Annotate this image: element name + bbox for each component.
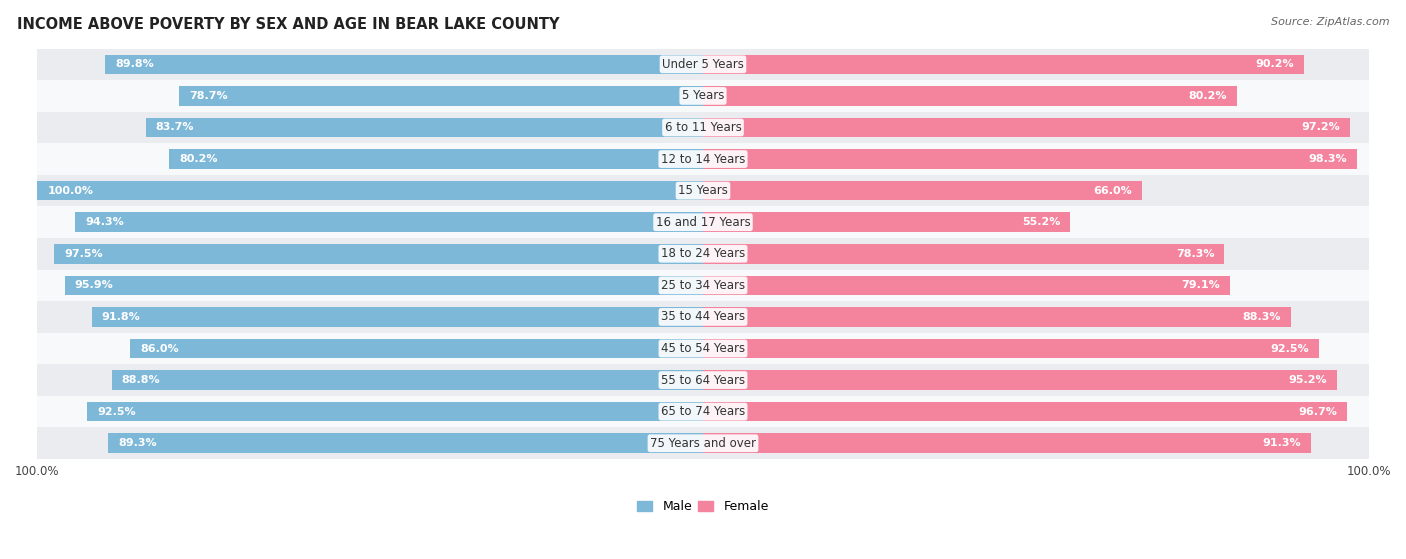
Text: 89.8%: 89.8% <box>115 59 153 69</box>
Text: 94.3%: 94.3% <box>86 217 124 227</box>
Legend: Male, Female: Male, Female <box>633 495 773 518</box>
Bar <box>703 307 1291 326</box>
Bar <box>37 269 1369 301</box>
Text: 66.0%: 66.0% <box>1094 186 1132 196</box>
Bar <box>703 244 1225 264</box>
Bar <box>37 80 1369 112</box>
Bar <box>703 55 1303 74</box>
Text: 83.7%: 83.7% <box>156 122 194 132</box>
Bar <box>108 433 703 453</box>
Bar <box>87 402 703 421</box>
Bar <box>703 212 1070 232</box>
Text: 86.0%: 86.0% <box>141 344 179 353</box>
Bar <box>703 181 1143 201</box>
Bar <box>703 118 1350 138</box>
Bar <box>112 370 703 390</box>
Text: 15 Years: 15 Years <box>678 184 728 197</box>
Text: 5 Years: 5 Years <box>682 89 724 102</box>
Text: 45 to 54 Years: 45 to 54 Years <box>661 342 745 355</box>
Bar <box>146 118 703 138</box>
Text: 100.0%: 100.0% <box>1347 465 1391 479</box>
Bar <box>703 402 1347 421</box>
Text: 96.7%: 96.7% <box>1298 406 1337 416</box>
Bar <box>703 339 1319 358</box>
Bar <box>703 276 1230 295</box>
Text: 6 to 11 Years: 6 to 11 Years <box>665 121 741 134</box>
Text: 12 to 14 Years: 12 to 14 Years <box>661 153 745 165</box>
Text: INCOME ABOVE POVERTY BY SEX AND AGE IN BEAR LAKE COUNTY: INCOME ABOVE POVERTY BY SEX AND AGE IN B… <box>17 17 560 32</box>
Text: Source: ZipAtlas.com: Source: ZipAtlas.com <box>1271 17 1389 27</box>
Bar <box>37 428 1369 459</box>
Text: 91.8%: 91.8% <box>101 312 141 322</box>
Text: 55 to 64 Years: 55 to 64 Years <box>661 373 745 387</box>
Text: 78.3%: 78.3% <box>1175 249 1215 259</box>
Bar <box>75 212 703 232</box>
Bar <box>131 339 703 358</box>
Bar <box>105 55 703 74</box>
Text: 75 Years and over: 75 Years and over <box>650 437 756 450</box>
Bar <box>37 175 1369 206</box>
Text: 78.7%: 78.7% <box>188 91 228 101</box>
Bar <box>37 143 1369 175</box>
Text: 98.3%: 98.3% <box>1309 154 1347 164</box>
Text: 80.2%: 80.2% <box>179 154 218 164</box>
Text: 97.2%: 97.2% <box>1302 122 1340 132</box>
Text: 100.0%: 100.0% <box>48 186 93 196</box>
Text: 80.2%: 80.2% <box>1188 91 1227 101</box>
Text: 91.3%: 91.3% <box>1263 438 1301 448</box>
Bar <box>703 433 1310 453</box>
Text: 100.0%: 100.0% <box>15 465 59 479</box>
Text: Under 5 Years: Under 5 Years <box>662 58 744 71</box>
Text: 97.5%: 97.5% <box>63 249 103 259</box>
Text: 18 to 24 Years: 18 to 24 Years <box>661 247 745 260</box>
Bar <box>703 86 1237 106</box>
Text: 90.2%: 90.2% <box>1256 59 1294 69</box>
Text: 35 to 44 Years: 35 to 44 Years <box>661 310 745 324</box>
Bar <box>37 181 703 201</box>
Text: 25 to 34 Years: 25 to 34 Years <box>661 279 745 292</box>
Text: 95.9%: 95.9% <box>75 281 114 290</box>
Bar <box>37 206 1369 238</box>
Bar <box>37 396 1369 428</box>
Text: 16 and 17 Years: 16 and 17 Years <box>655 216 751 229</box>
Text: 89.3%: 89.3% <box>118 438 157 448</box>
Bar <box>703 149 1357 169</box>
Bar <box>53 244 703 264</box>
Text: 55.2%: 55.2% <box>1022 217 1060 227</box>
Text: 88.8%: 88.8% <box>122 375 160 385</box>
Text: 79.1%: 79.1% <box>1181 281 1219 290</box>
Bar <box>37 333 1369 364</box>
Text: 65 to 74 Years: 65 to 74 Years <box>661 405 745 418</box>
Bar <box>179 86 703 106</box>
Bar <box>37 238 1369 269</box>
Bar <box>169 149 703 169</box>
Text: 95.2%: 95.2% <box>1288 375 1327 385</box>
Text: 88.3%: 88.3% <box>1243 312 1281 322</box>
Bar <box>37 49 1369 80</box>
Bar <box>37 112 1369 143</box>
Text: 92.5%: 92.5% <box>97 406 136 416</box>
Bar <box>703 370 1337 390</box>
Bar <box>91 307 703 326</box>
Bar <box>37 301 1369 333</box>
Bar <box>37 364 1369 396</box>
Text: 92.5%: 92.5% <box>1270 344 1309 353</box>
Bar <box>65 276 703 295</box>
